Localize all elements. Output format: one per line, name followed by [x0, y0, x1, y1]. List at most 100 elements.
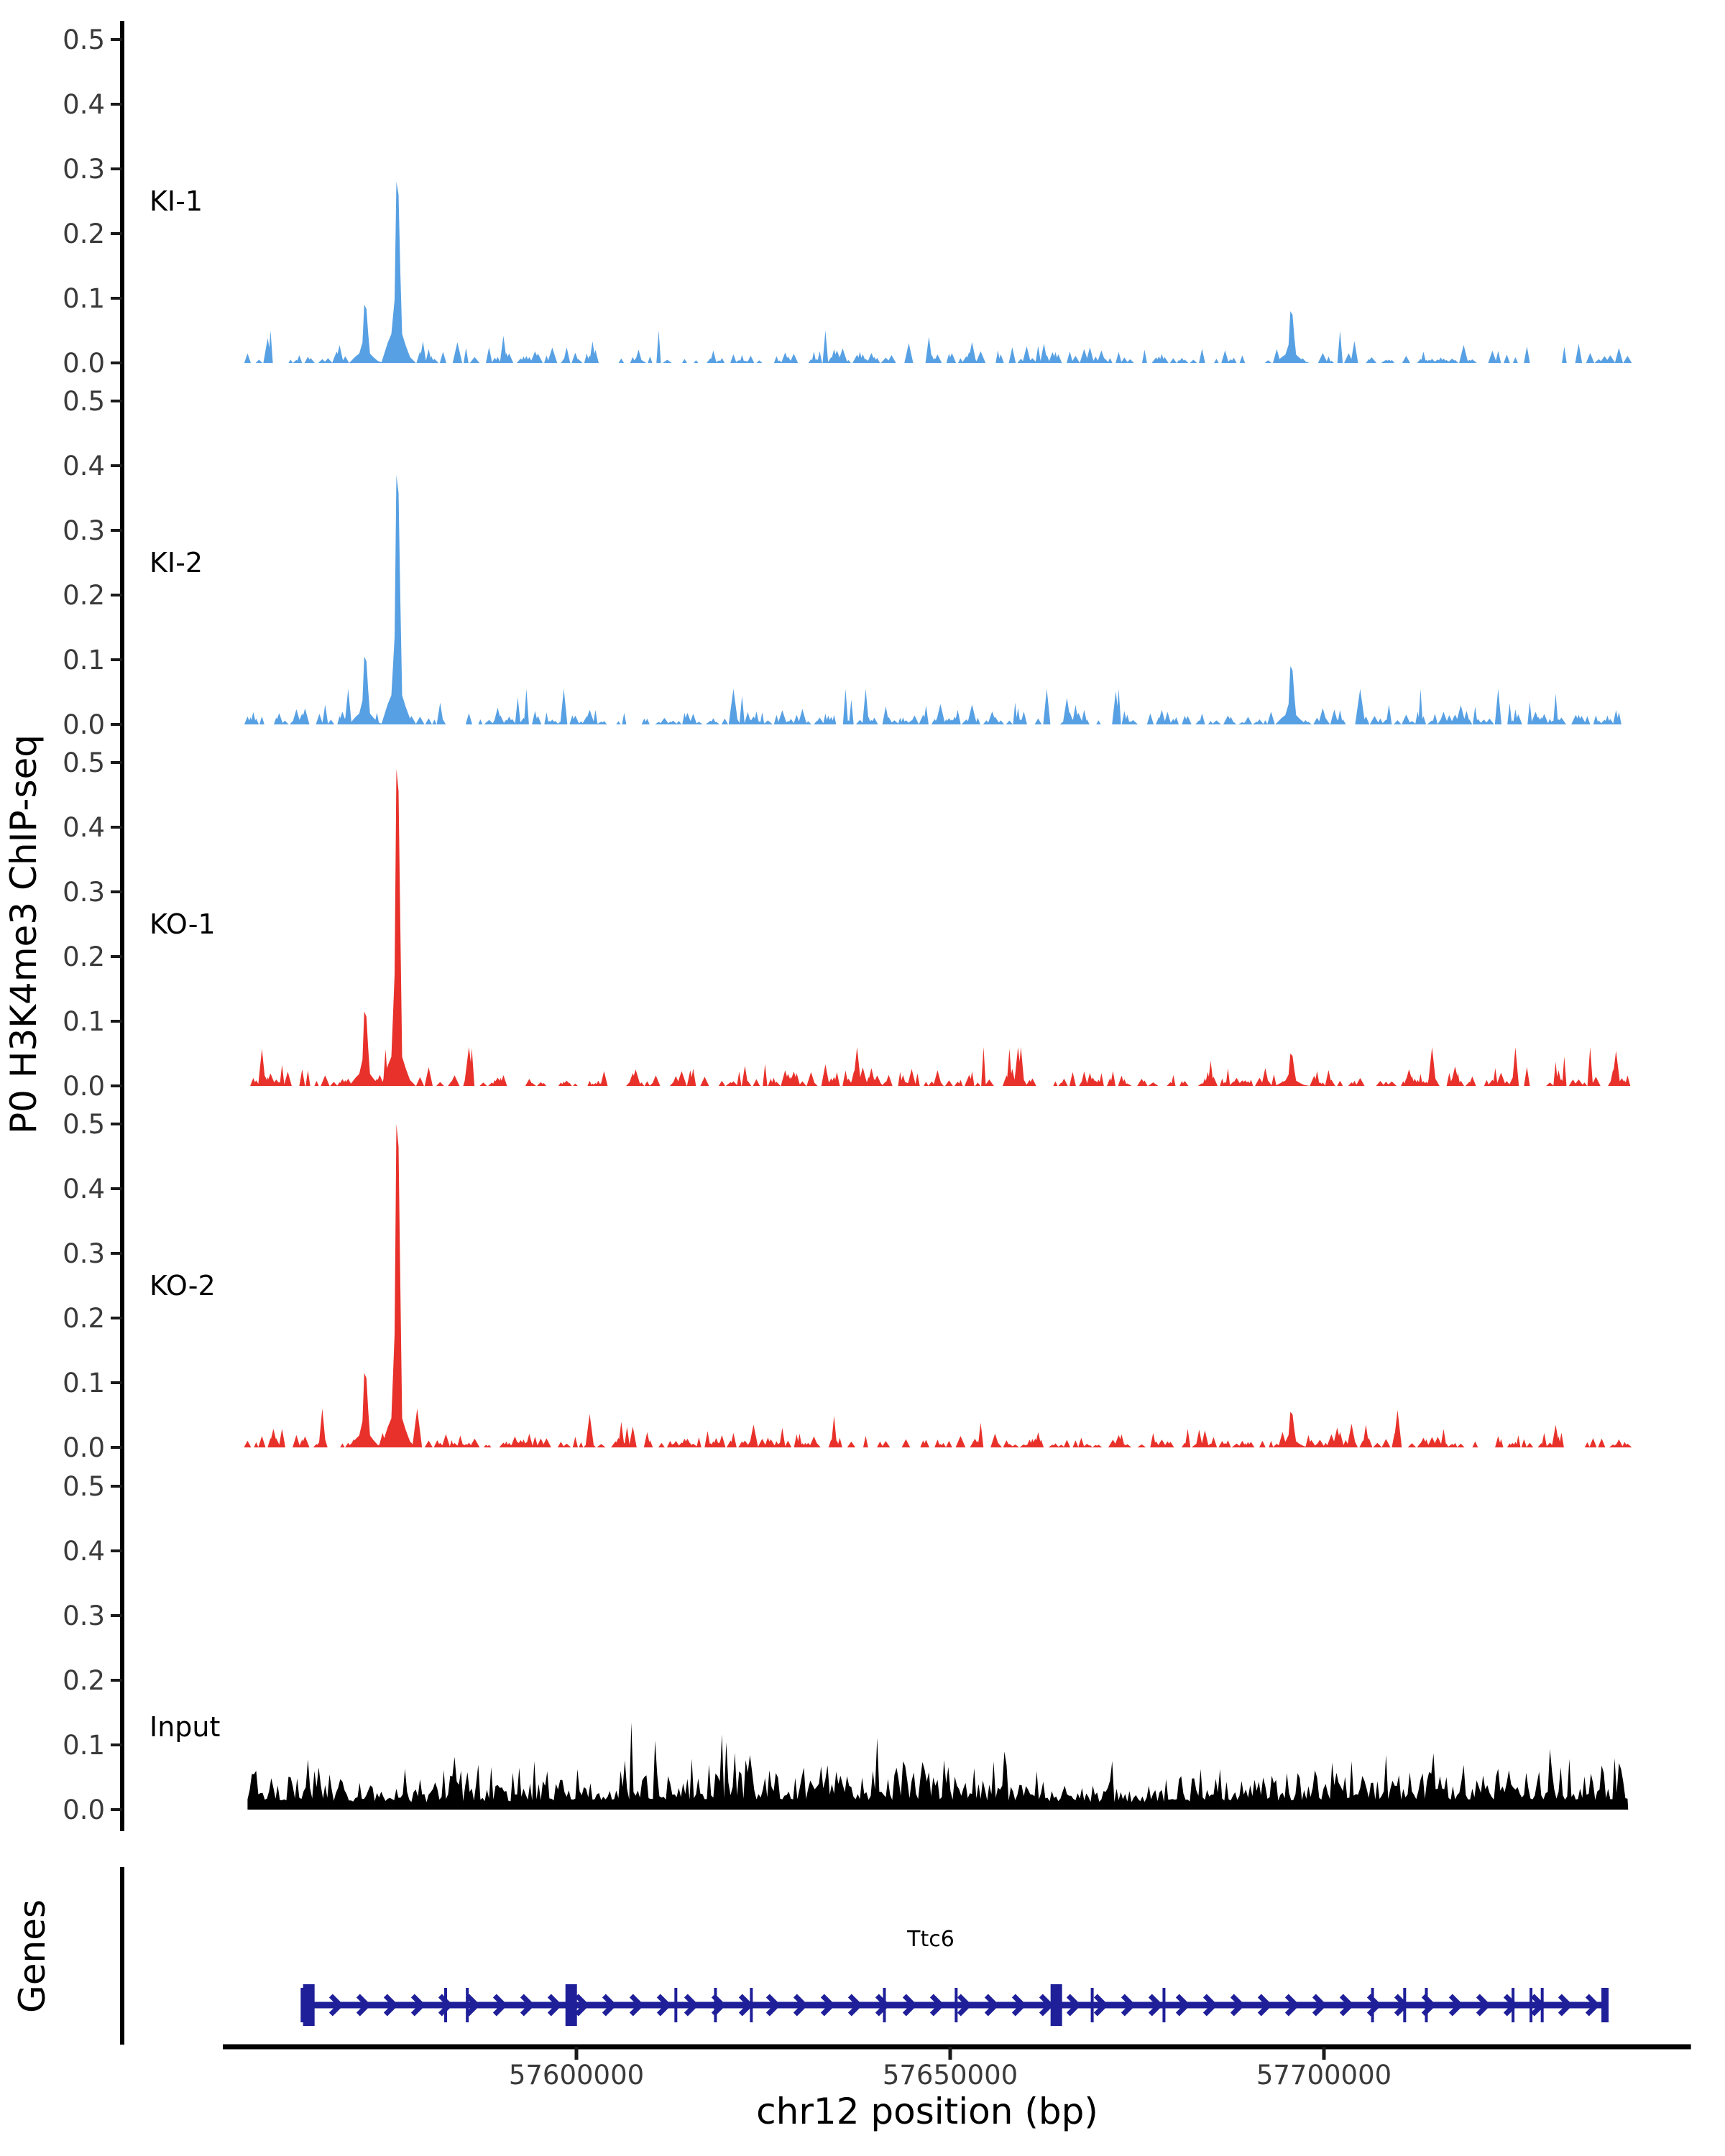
- track-label-KI-2: KI-2: [150, 547, 203, 579]
- gene-strand-arrow: [1121, 1994, 1136, 2017]
- gene-strand-arrow: [410, 1994, 426, 2017]
- x-axis-title: chr12 position (bp): [756, 2091, 1098, 2132]
- gene-strand-arrow: [328, 1994, 344, 2017]
- gene-strand-arrow: [1011, 1994, 1027, 2017]
- signal-peak-KI-1: [1275, 311, 1310, 363]
- gene-strand-arrow: [465, 1994, 481, 2017]
- y-tick-label-KO-2: 0.3: [63, 1238, 105, 1269]
- y-tick-label-KO-2: 0.5: [63, 1109, 105, 1140]
- gene-strand-arrow: [1093, 1994, 1109, 2017]
- track-label-KO-1: KO-1: [150, 908, 216, 940]
- y-tick-label-KI-2: 0.1: [63, 645, 105, 676]
- generated-tracks: 0.0 0.1 0.2 0.3 0.4 0.5 KI-1 0.0 0.1 0.2 0.3 0.4 0.5…: [63, 21, 1691, 2091]
- gene-strand-arrow: [1503, 1994, 1519, 2017]
- signal-peak-KI-1: [349, 305, 384, 363]
- gene-exon-tick: [300, 1988, 304, 2022]
- gene-strand-arrow: [438, 1994, 454, 2017]
- y-tick-label-KI-2: 0.0: [63, 709, 105, 740]
- y-tick-label-Input: 0.4: [63, 1536, 105, 1567]
- gene-strand-arrow: [1284, 1994, 1300, 2017]
- y-tick-label-KI-1: 0.4: [63, 89, 105, 120]
- gene-strand-arrow: [875, 1994, 891, 2017]
- y-tick-label-KO-2: 0.4: [63, 1174, 105, 1204]
- gene-strand-arrow: [1202, 1994, 1218, 2017]
- track-label-KI-1: KI-1: [150, 185, 203, 217]
- gene-strand-arrow: [1585, 1994, 1601, 2017]
- gene-name-label: Ttc6: [906, 1927, 954, 1952]
- gene-exon-block: [565, 1984, 577, 2026]
- gene-exon-tick: [1512, 1988, 1515, 2022]
- gene-strand-arrow: [602, 1994, 617, 2017]
- gene-exon-tick: [750, 1988, 753, 2022]
- gene-strand-arrow: [356, 1994, 372, 2017]
- signal-peak-KO-2: [349, 1373, 384, 1447]
- y-tick-label-KO-1: 0.2: [63, 941, 105, 972]
- gene-exon-tick: [883, 1988, 886, 2022]
- gene-strand-arrow: [383, 1994, 399, 2017]
- signal-peak-KO-2: [381, 1124, 416, 1447]
- signal-peak-KO-2: [1275, 1411, 1310, 1447]
- signal-peak-KO-1: [381, 769, 416, 1086]
- gene-strand-arrow: [1066, 1994, 1082, 2017]
- gene-strand-arrow: [1148, 1994, 1164, 2017]
- y-tick-label-KO-1: 0.0: [63, 1071, 105, 1102]
- gene-strand-arrow: [820, 1994, 836, 2017]
- x-tick-label: 57600000: [509, 2060, 644, 2091]
- gene-strand-arrow: [847, 1994, 863, 2017]
- gene-exon-tick: [1403, 1988, 1407, 2022]
- gene-strand-arrow: [1039, 1994, 1054, 2017]
- y-tick-label-KO-1: 0.3: [63, 877, 105, 908]
- gene-strand-arrow: [929, 1994, 945, 2017]
- signal-peak-KI-2: [1275, 666, 1310, 724]
- gene-exon-tick: [1162, 1988, 1166, 2022]
- signal-peak-KI-2: [349, 656, 384, 724]
- gene-strand-arrow: [629, 1994, 645, 2017]
- gene-exon-tick: [466, 1988, 469, 2022]
- gene-strand-arrow: [547, 1994, 563, 2017]
- gene-strand-arrow: [1175, 1994, 1191, 2017]
- gene-exon-tick: [1540, 1988, 1544, 2022]
- gene-strand-arrow: [1257, 1994, 1273, 2017]
- signal-noise-KI-1: [244, 331, 1632, 363]
- gene-exon-tick: [714, 1988, 717, 2022]
- y-tick-label-KO-1: 0.1: [63, 1006, 105, 1037]
- y-tick-label-KI-2: 0.3: [63, 515, 105, 546]
- signal-peak-KO-1: [1275, 1054, 1310, 1086]
- y-tick-label-KO-2: 0.1: [63, 1368, 105, 1399]
- gene-strand-arrow: [520, 1994, 535, 2017]
- gene-strand-arrow: [1312, 1994, 1328, 2017]
- y-tick-label-Input: 0.1: [63, 1730, 105, 1761]
- gene-strand-arrow: [984, 1994, 1000, 2017]
- y-tick-label-Input: 0.3: [63, 1600, 105, 1631]
- gene-strand-arrow: [765, 1994, 781, 2017]
- y-tick-label-KI-2: 0.4: [63, 451, 105, 482]
- gene-strand-arrow: [793, 1994, 809, 2017]
- y-tick-label-KO-2: 0.0: [63, 1432, 105, 1463]
- gene-strand-arrow: [1558, 1994, 1573, 2017]
- gene-strand-arrow: [738, 1994, 754, 2017]
- gene-exon-tick: [954, 1988, 958, 2022]
- gene-strand-arrow: [1230, 1994, 1246, 2017]
- gene-exon-tick: [444, 1988, 447, 2022]
- gene-exon-tick: [1371, 1988, 1374, 2022]
- signal-noise-KO-2: [244, 1409, 1632, 1447]
- gene-strand-arrow: [957, 1994, 972, 2017]
- gene-strand-arrow: [1339, 1994, 1355, 2017]
- gene-strand-arrow: [1448, 1994, 1464, 2017]
- gene-end-bar: [1601, 1988, 1609, 2022]
- y-tick-label-Input: 0.5: [63, 1471, 105, 1502]
- y-tick-label-KI-1: 0.5: [63, 24, 105, 55]
- gene-strand-arrow: [574, 1994, 590, 2017]
- gene-strand-arrow: [1476, 1994, 1491, 2017]
- gene-strand-arrow: [492, 1994, 508, 2017]
- track-label-KO-2: KO-2: [150, 1270, 216, 1302]
- track-label-Input: Input: [150, 1711, 220, 1743]
- y-tick-label-KI-1: 0.3: [63, 154, 105, 185]
- signal-peak-KI-2: [381, 475, 416, 724]
- x-tick-label: 57700000: [1256, 2060, 1392, 2091]
- y-tick-label-KI-1: 0.0: [63, 348, 105, 379]
- y-tick-label-KI-1: 0.1: [63, 283, 105, 314]
- signal-peak-KI-1: [381, 182, 416, 363]
- y-tick-label-KO-2: 0.2: [63, 1303, 105, 1334]
